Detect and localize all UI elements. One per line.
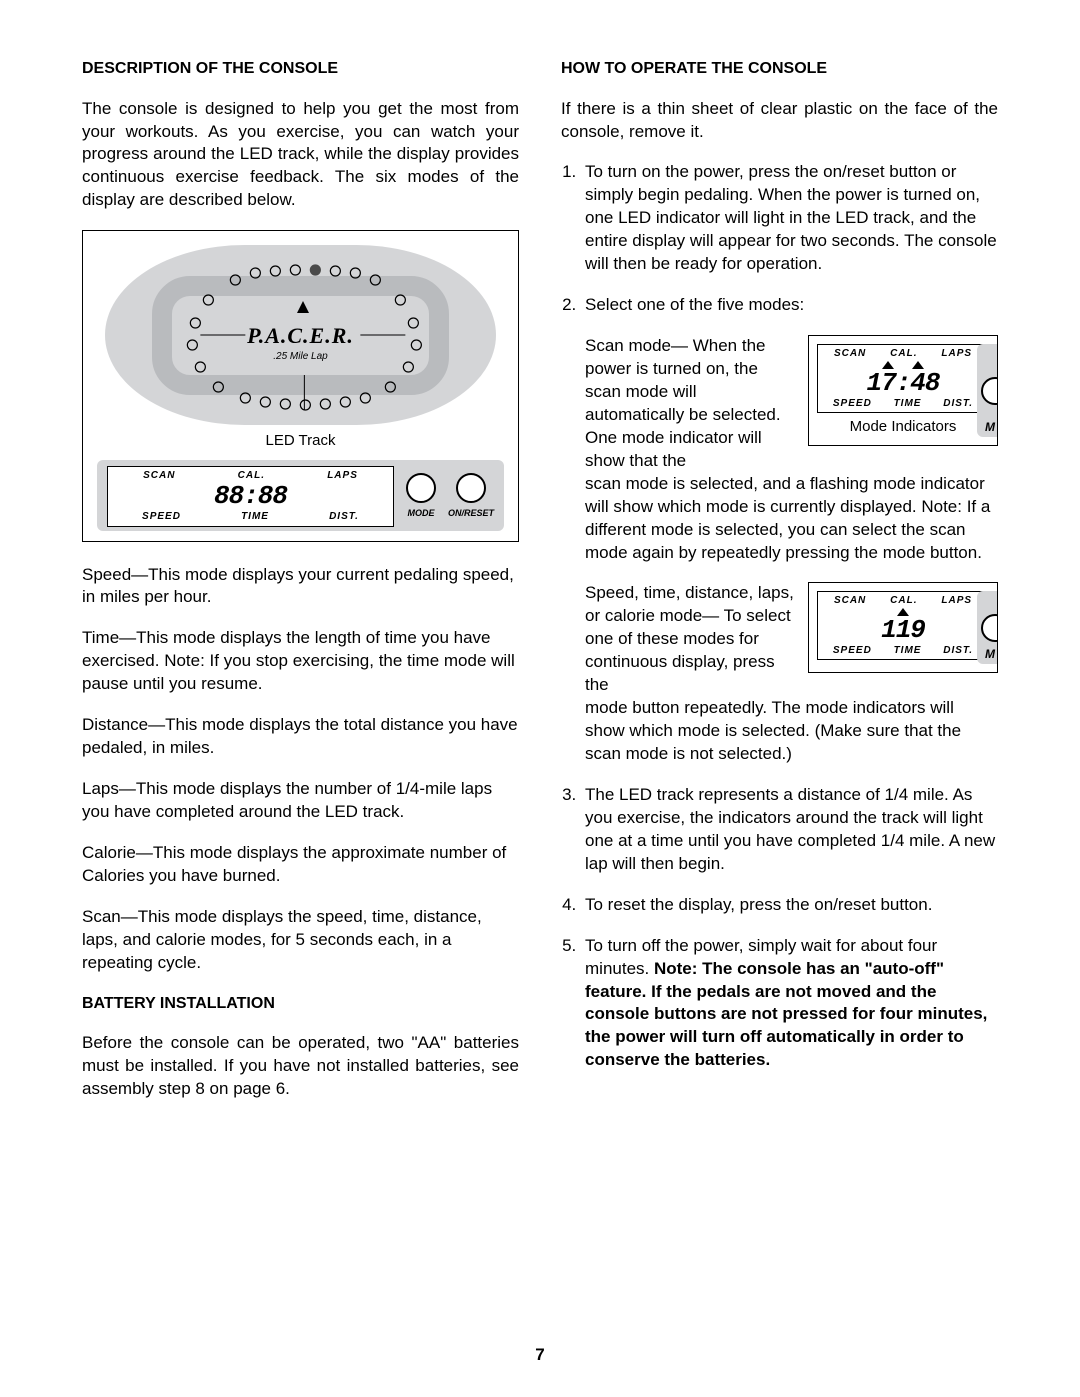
- mode-time: Time—This mode displays the length of ti…: [82, 627, 519, 696]
- pacer-title: P.A.C.E.R.: [105, 321, 496, 351]
- mode-speed: Speed—This mode displays your current pe…: [82, 564, 519, 610]
- mode-distance: Distance—This mode displays the total di…: [82, 714, 519, 760]
- step-2-lead: Select one of the five modes:: [585, 294, 998, 317]
- mode-indicator-figure-1: SCAN CAL. LAPS 17:48 SPEED TIME DIST.: [808, 335, 998, 446]
- fig1-mode-button[interactable]: [981, 377, 998, 405]
- heading-operate: HOW TO OPERATE THE CONSOLE: [561, 58, 998, 80]
- mode-indicator-figure-2: SCAN CAL. LAPS 119 SPEED TIME DIST.: [808, 582, 998, 673]
- battery-text: Before the console can be operated, two …: [82, 1032, 519, 1101]
- lcd-digits: 88:88: [112, 482, 389, 510]
- mode-button[interactable]: [406, 473, 436, 503]
- left-column: DESCRIPTION OF THE CONSOLE The console i…: [82, 58, 519, 1119]
- led-track-label: LED Track: [97, 431, 504, 451]
- other-mode-text-rest: mode button repeatedly. The mode indicat…: [585, 697, 998, 766]
- intro-paragraph: The console is designed to help you get …: [82, 98, 519, 213]
- steps-list: To turn on the power, press the on/reset…: [561, 161, 998, 1072]
- arrow-up-icon: [297, 301, 309, 313]
- fig1-m-label: M: [985, 419, 995, 435]
- fig1-caption: Mode Indicators: [817, 417, 989, 437]
- console-display-panel: SCAN CAL. LAPS 88:88 SPEED TIME DIST. MO…: [97, 460, 504, 531]
- fig2-mode-button[interactable]: [981, 614, 998, 642]
- mode-scan: Scan—This mode displays the speed, time,…: [82, 906, 519, 975]
- other-mode-text-side: Speed, time, distance, laps, or calorie …: [585, 582, 794, 697]
- lcd-label-time: TIME: [241, 510, 269, 524]
- onreset-button[interactable]: [456, 473, 486, 503]
- step-4: To reset the display, press the on/reset…: [581, 894, 998, 917]
- lcd-label-scan: SCAN: [143, 469, 175, 483]
- fig2-m-label: M: [985, 646, 995, 662]
- fig2-digits: 119: [822, 616, 984, 644]
- lcd-label-speed: SPEED: [142, 510, 181, 524]
- lcd-display: SCAN CAL. LAPS 88:88 SPEED TIME DIST.: [107, 466, 394, 527]
- fig1-digits: 17:48: [822, 369, 984, 397]
- scan-mode-text-rest: scan mode is selected, and a flashing mo…: [585, 473, 998, 565]
- console-figure: P.A.C.E.R. .25 Mile Lap LED Track SCAN C…: [82, 230, 519, 541]
- right-column: HOW TO OPERATE THE CONSOLE If there is a…: [561, 58, 998, 1119]
- heading-battery: BATTERY INSTALLATION: [82, 993, 519, 1015]
- scan-mode-text-side: Scan mode— When the power is turned on, …: [585, 335, 794, 473]
- mode-calorie: Calorie—This mode displays the approxima…: [82, 842, 519, 888]
- pacer-subtitle: .25 Mile Lap: [105, 350, 496, 364]
- lcd-label-cal: CAL.: [238, 469, 265, 483]
- step-5: To turn off the power, simply wait for a…: [581, 935, 998, 1073]
- page-number: 7: [0, 1344, 1080, 1367]
- lcd-label-laps: LAPS: [327, 469, 358, 483]
- mode-laps: Laps—This mode displays the number of 1/…: [82, 778, 519, 824]
- mode-button-label: MODE: [407, 507, 434, 519]
- pacer-panel: P.A.C.E.R. .25 Mile Lap: [105, 245, 496, 425]
- heading-description: DESCRIPTION OF THE CONSOLE: [82, 58, 519, 80]
- step-1: To turn on the power, press the on/reset…: [581, 161, 998, 276]
- operate-intro: If there is a thin sheet of clear plasti…: [561, 98, 998, 144]
- onreset-button-label: ON/RESET: [448, 507, 494, 519]
- step-3: The LED track represents a distance of 1…: [581, 784, 998, 876]
- step-2: Select one of the five modes: Scan mode—…: [581, 294, 998, 766]
- lcd-label-dist: DIST.: [329, 510, 359, 524]
